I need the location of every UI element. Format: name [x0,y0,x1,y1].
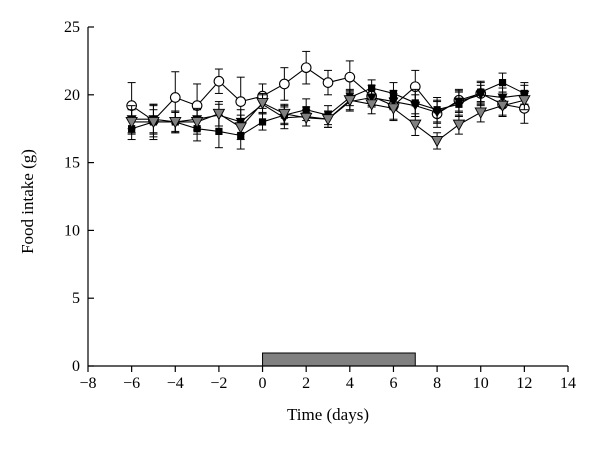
data-point-gray-triangle [343,95,357,107]
axes: −8 −6 −4 −2 0 2 4 6 8 10 12 14 0 5 10 15 20 25 [64,19,576,392]
x-tick-label: −2 [210,375,227,392]
y-tick-label: 0 [72,358,80,375]
data-point-gray-triangle [474,107,487,119]
y-axis-ticks: 0 5 10 15 20 25 [64,19,94,375]
data-point-open-circle [235,96,247,107]
y-tick-label: 5 [72,290,80,307]
data-point-open-circle [300,62,312,74]
data-point-gray-triangle [387,103,400,115]
data-point-gray-triangle [234,122,247,134]
x-tick-label: 10 [473,375,489,392]
x-tick-label: 4 [346,375,354,392]
data-point-open-circle [344,71,356,83]
series-gray-down-triangle [125,90,531,150]
x-axis-ticks: −8 −6 −4 −2 0 2 4 6 8 10 12 14 [79,366,576,392]
data-point-gray-triangle [365,99,378,111]
x-tick-label: 12 [516,375,532,392]
data-point-gray-triangle [496,100,509,113]
data-point-filled-triangle [432,108,443,118]
x-tick-label: −4 [167,375,184,392]
data-point-gray-triangle [321,114,335,126]
data-point-gray-triangle [125,116,138,129]
data-point-gray-triangle [190,116,204,129]
y-tick-label: 20 [64,87,80,104]
data-point-gray-triangle [299,112,313,125]
data-point-gray-triangle [430,135,444,148]
data-point-gray-triangle [169,116,182,129]
x-tick-label: 6 [389,375,397,392]
data-point-gray-triangle [518,95,531,107]
data-point-open-circle [213,75,225,87]
data-point-gray-triangle [147,116,160,129]
y-axis-label: Food intake (g) [18,149,37,254]
data-point-filled-square [368,84,376,92]
data-point-open-circle [169,92,181,103]
data-point-gray-triangle [452,119,466,132]
data-point-filled-triangle [453,97,464,107]
x-tick-label: 14 [560,375,576,392]
y-tick-label: 10 [64,222,80,239]
data-point-gray-triangle [212,108,226,121]
x-tick-label: −8 [79,375,96,392]
data-point-open-circle [322,77,334,88]
data-point-gray-triangle [278,108,291,121]
data-point-gray-triangle [256,97,269,110]
data-point-filled-square [258,118,267,126]
treatment-period-bar [262,352,416,367]
data-point-filled-square [498,78,507,87]
data-point-filled-triangle [475,90,486,100]
x-axis-label: Time (days) [287,405,369,424]
y-tick-label: 25 [64,19,80,36]
plot-area [125,50,531,367]
y-tick-label: 15 [64,155,80,172]
data-point-filled-square [215,127,223,136]
x-tick-label: −6 [123,375,140,392]
data-point-gray-triangle [409,119,422,132]
x-tick-label: 0 [259,375,267,392]
data-point-open-circle [279,78,290,90]
x-tick-label: 8 [433,375,441,392]
x-tick-label: 2 [302,375,310,392]
data-point-filled-triangle [410,101,421,111]
